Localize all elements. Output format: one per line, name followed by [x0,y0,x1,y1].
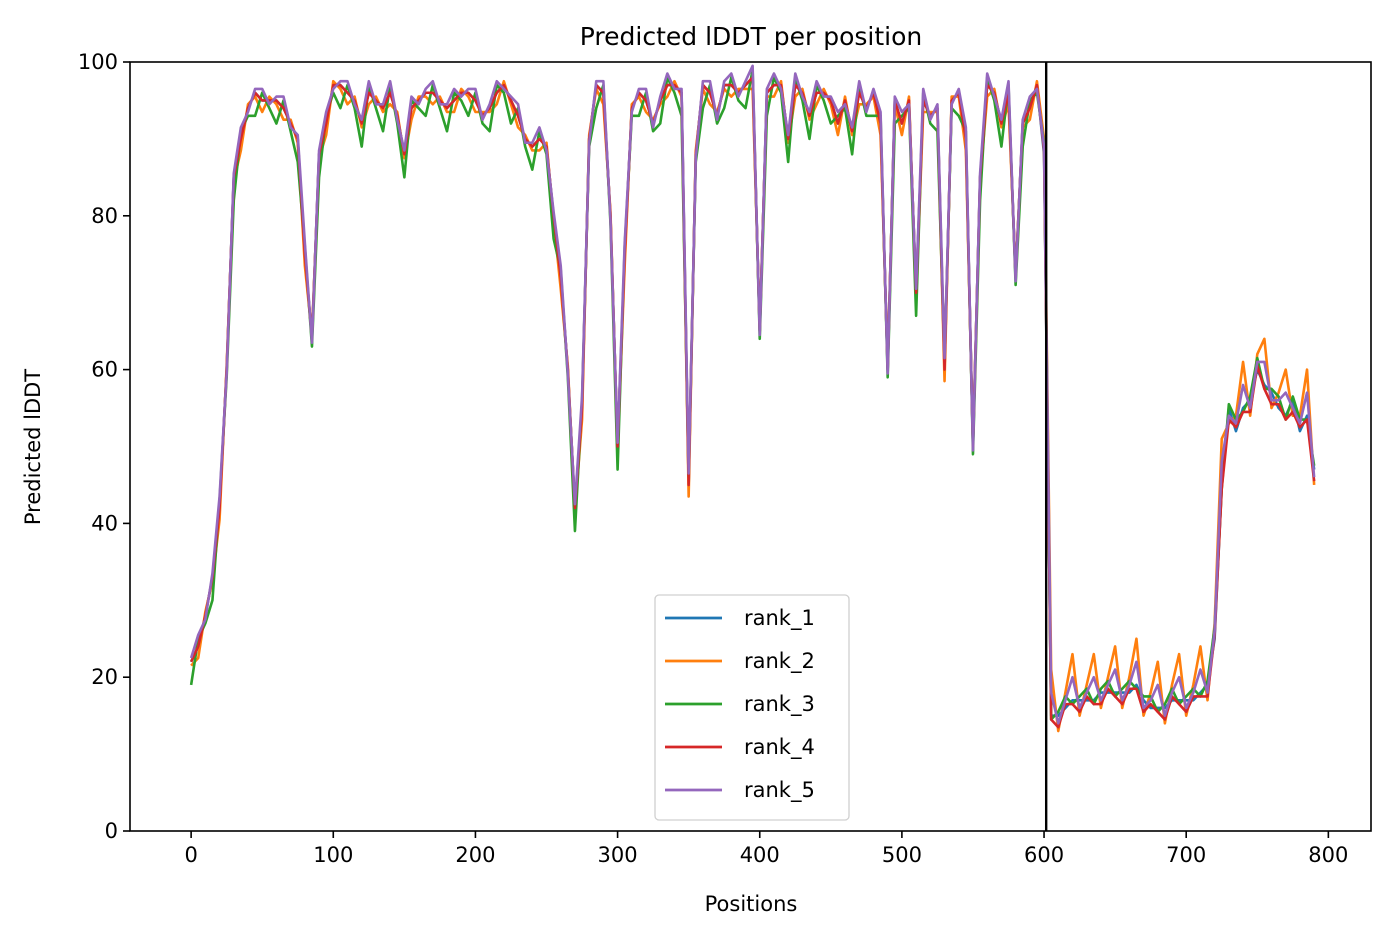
series-line-rank_5 [189,64,1316,725]
y-tick-label: 20 [91,665,118,689]
x-tick-label: 800 [1308,843,1348,867]
x-axis-title: Positions [705,892,798,916]
axes-frame [129,61,1372,832]
x-axis: 0 100 200 300 400 500 600 700 800 [184,831,1348,867]
y-axis-title: Predicted lDDT [21,369,45,525]
y-tick-label: 0 [105,819,118,843]
legend-label: rank_2 [744,649,815,674]
legend-label: rank_3 [744,692,815,717]
legend-box [654,594,850,821]
legend-label: rank_1 [744,606,815,631]
y-axis: 0 20 40 60 80 100 [78,50,130,843]
x-tick-label: 0 [184,843,197,867]
y-tick-label: 40 [91,511,118,535]
chart-title: Predicted lDDT per position [580,22,922,51]
x-tick-label: 700 [1166,843,1206,867]
legend-label: rank_5 [744,778,815,803]
y-tick-label: 60 [91,358,118,382]
x-tick-label: 500 [882,843,922,867]
y-tick-label: 80 [91,204,118,228]
legend-label: rank_4 [744,735,815,760]
legend: rank_1 rank_2 rank_3 rank_4 rank_5 [654,594,850,821]
plot-area [189,62,1316,831]
x-tick-label: 300 [598,843,638,867]
y-tick-label: 100 [78,50,118,74]
x-tick-label: 400 [740,843,780,867]
x-tick-label: 200 [455,843,495,867]
x-tick-label: 100 [313,843,353,867]
x-tick-label: 600 [1024,843,1064,867]
